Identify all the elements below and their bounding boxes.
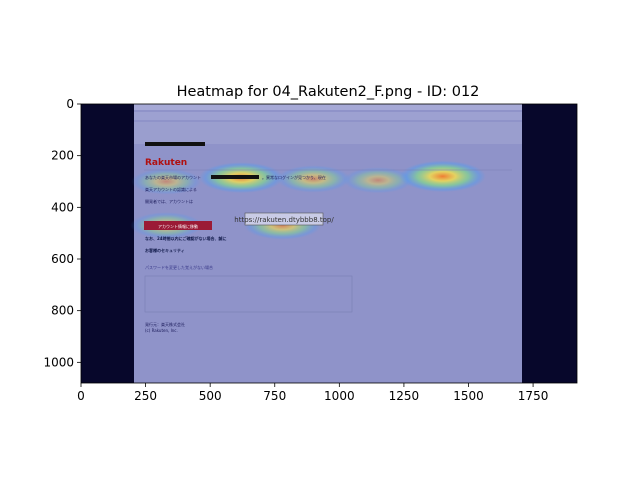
x-tick-label: 1250 bbox=[389, 389, 420, 403]
account-button bbox=[144, 221, 212, 230]
x-tick-label: 0 bbox=[77, 389, 85, 403]
heat-spot-3 bbox=[399, 160, 486, 193]
x-tick-label: 750 bbox=[263, 389, 286, 403]
heat-spot-1 bbox=[276, 165, 351, 193]
account-button-label: アカウント情報に移動 bbox=[158, 223, 198, 229]
x-tick-label: 1000 bbox=[324, 389, 355, 403]
url-tooltip-text: https://rakuten.dtybbb8.top/ bbox=[234, 216, 334, 224]
x-tick-label: 250 bbox=[134, 389, 157, 403]
notice-box bbox=[144, 275, 353, 313]
y-tick-label: 400 bbox=[51, 200, 74, 214]
heat-spot-4 bbox=[131, 168, 202, 195]
window-titlebar bbox=[134, 104, 522, 110]
y-axis: 0 200 400 600 800 1000 bbox=[43, 97, 81, 369]
footer-line-2: (c) Rakuten, Inc. bbox=[145, 328, 178, 333]
redacted-account bbox=[211, 175, 259, 179]
y-tick-label: 600 bbox=[51, 252, 74, 266]
x-tick-label: 500 bbox=[199, 389, 222, 403]
body-line-1: あなたの楽天市場のアカウント bbox=[145, 174, 201, 180]
heatmap-image: Rakuten あなたの楽天市場のアカウント 。異常なログインが見つかり、現在 … bbox=[81, 104, 577, 383]
warning-line-2: お客様のセキュリティ bbox=[145, 247, 185, 253]
axes-frame bbox=[80, 103, 578, 384]
email-header-block bbox=[134, 122, 522, 144]
x-axis: 0 250 500 750 1000 1250 1500 1750 bbox=[77, 383, 548, 403]
y-tick-label: 200 bbox=[51, 149, 74, 163]
password-line: パスワードを変更した覚えがない場合 bbox=[145, 264, 213, 270]
x-tick-label: 1750 bbox=[518, 389, 549, 403]
body-line-2: 楽天アカウントの認識による bbox=[145, 186, 197, 192]
rakuten-logo: Rakuten bbox=[145, 158, 187, 168]
redacted-address bbox=[145, 142, 205, 146]
x-tick-label: 1500 bbox=[453, 389, 484, 403]
footer-line-1: 発行元：楽天株式会社 bbox=[145, 321, 185, 327]
y-tick-label: 800 bbox=[51, 304, 74, 318]
body-line-3: 開発者では、アカウントは bbox=[145, 198, 193, 204]
warning-line-1: なお、24時間以内にご確認がない場合、誠に bbox=[145, 235, 227, 241]
y-tick-label: 1000 bbox=[43, 355, 74, 369]
email-toolbar bbox=[134, 112, 522, 120]
chart-title: Heatmap for 04_Rakuten2_F.png - ID: 012 bbox=[177, 84, 480, 100]
url-tooltip bbox=[244, 212, 324, 226]
heat-spot-2 bbox=[343, 167, 414, 194]
body-line-1b: 。異常なログインが見つかり、現在 bbox=[262, 174, 326, 180]
email-screenshot bbox=[134, 104, 522, 383]
y-tick-label: 0 bbox=[66, 97, 74, 111]
